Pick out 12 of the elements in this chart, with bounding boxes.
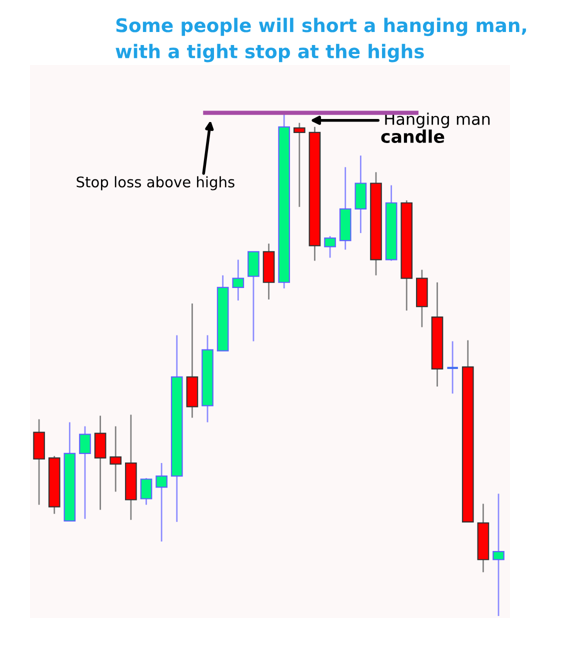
candlestick (156, 462, 168, 542)
candlestick (324, 235, 336, 258)
chart-title: Some people will short a hanging man, with a tight stop at the highs (116, 18, 526, 62)
candlestick (110, 426, 122, 492)
candlestick (79, 426, 91, 520)
annotation: Stop loss above highs (76, 176, 234, 190)
candlestick (293, 122, 306, 208)
candlestick (140, 477, 152, 506)
candlestick (232, 259, 244, 302)
candlestick (446, 340, 459, 394)
annotation: Hanging man candle (381, 112, 490, 143)
candlestick (492, 493, 504, 617)
